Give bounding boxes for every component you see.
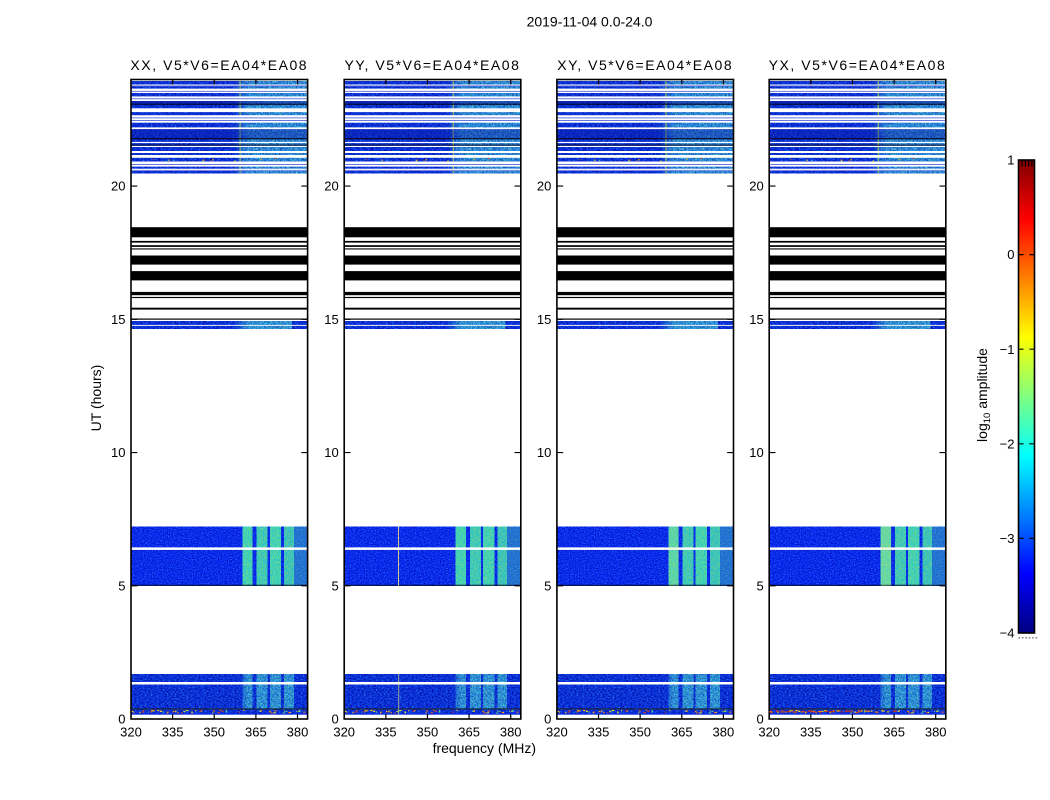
svg-text:350: 350 — [417, 725, 439, 740]
svg-text:320: 320 — [120, 725, 142, 740]
svg-text:XX, V5*V6=EA04*EA08: XX, V5*V6=EA04*EA08 — [130, 57, 308, 73]
svg-text:15: 15 — [749, 312, 763, 327]
svg-text:15: 15 — [324, 312, 338, 327]
svg-text:365: 365 — [671, 725, 693, 740]
svg-text:20: 20 — [537, 179, 551, 194]
svg-text:350: 350 — [629, 725, 651, 740]
svg-text:−1: −1 — [1000, 342, 1015, 357]
svg-text:0: 0 — [1007, 247, 1014, 262]
svg-text:−4: −4 — [1000, 626, 1015, 641]
svg-text:380: 380 — [713, 725, 735, 740]
svg-text:2019-11-04 0.0-24.0: 2019-11-04 0.0-24.0 — [527, 13, 653, 29]
svg-text:335: 335 — [375, 725, 397, 740]
svg-text:10: 10 — [324, 445, 338, 460]
svg-text:−3: −3 — [1000, 531, 1015, 546]
svg-text:5: 5 — [756, 578, 763, 593]
svg-text:380: 380 — [287, 725, 309, 740]
svg-text:20: 20 — [324, 179, 338, 194]
svg-text:5: 5 — [331, 578, 338, 593]
svg-text:UT (hours): UT (hours) — [88, 365, 104, 432]
svg-text:0: 0 — [331, 712, 338, 727]
svg-text:15: 15 — [111, 312, 125, 327]
svg-text:0: 0 — [756, 712, 763, 727]
svg-text:320: 320 — [758, 725, 780, 740]
svg-text:10: 10 — [749, 445, 763, 460]
svg-text:15: 15 — [537, 312, 551, 327]
svg-text:0: 0 — [118, 712, 125, 727]
svg-text:frequency (MHz): frequency (MHz) — [433, 740, 536, 756]
svg-text:350: 350 — [842, 725, 864, 740]
svg-text:365: 365 — [245, 725, 267, 740]
svg-text:365: 365 — [883, 725, 905, 740]
svg-text:335: 335 — [800, 725, 822, 740]
svg-text:10: 10 — [537, 445, 551, 460]
svg-text:335: 335 — [162, 725, 184, 740]
svg-text:1: 1 — [1007, 153, 1014, 168]
svg-text:20: 20 — [111, 179, 125, 194]
svg-text:365: 365 — [458, 725, 480, 740]
svg-text:350: 350 — [203, 725, 225, 740]
svg-text:−2: −2 — [1000, 436, 1015, 451]
svg-text:5: 5 — [118, 578, 125, 593]
svg-text:0: 0 — [544, 712, 551, 727]
svg-text:380: 380 — [925, 725, 947, 740]
svg-text:335: 335 — [588, 725, 610, 740]
svg-text:XY, V5*V6=EA04*EA08: XY, V5*V6=EA04*EA08 — [557, 57, 733, 73]
svg-text:5: 5 — [544, 578, 551, 593]
svg-text:10: 10 — [111, 445, 125, 460]
svg-text:20: 20 — [749, 179, 763, 194]
svg-text:YY, V5*V6=EA04*EA08: YY, V5*V6=EA04*EA08 — [345, 57, 521, 73]
svg-text:YX, V5*V6=EA04*EA08: YX, V5*V6=EA04*EA08 — [769, 57, 947, 73]
svg-text:320: 320 — [546, 725, 568, 740]
svg-text:320: 320 — [333, 725, 355, 740]
svg-text:380: 380 — [500, 725, 522, 740]
